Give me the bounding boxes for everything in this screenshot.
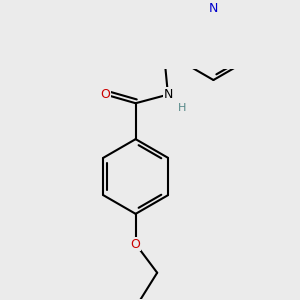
Text: N: N <box>163 88 172 101</box>
Text: H: H <box>178 103 187 112</box>
Text: O: O <box>100 88 110 101</box>
Text: N: N <box>209 2 218 15</box>
Text: O: O <box>131 238 141 250</box>
